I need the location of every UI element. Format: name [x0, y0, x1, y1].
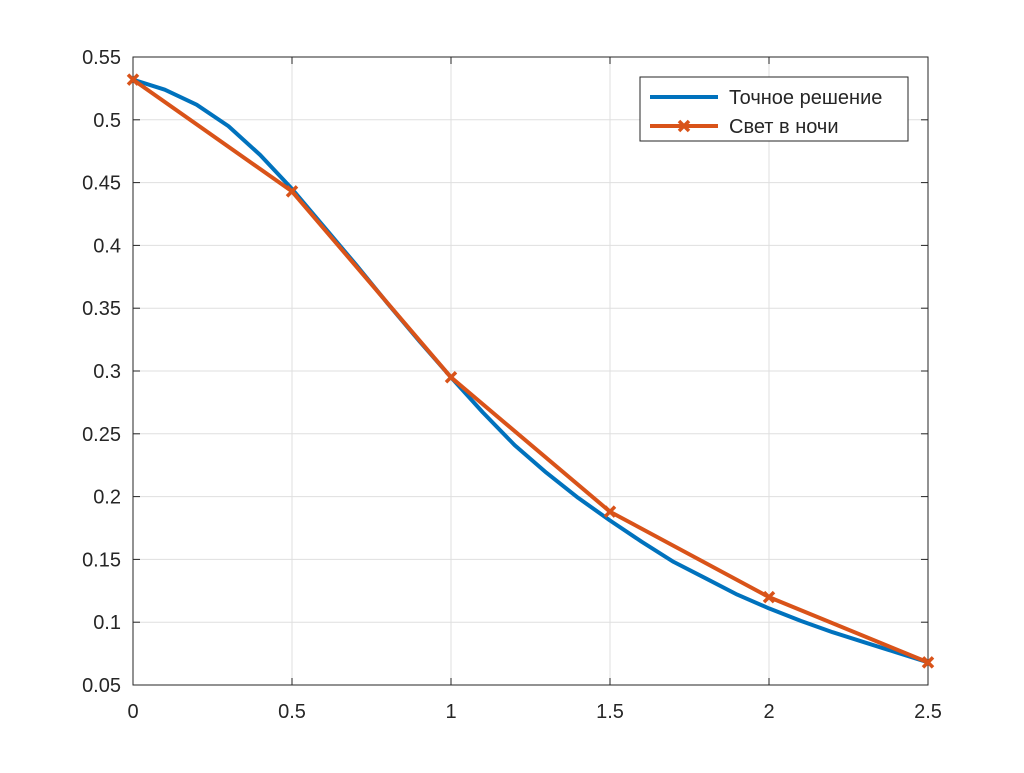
data-point-series-2 — [126, 73, 140, 86]
data-point-series-2 — [603, 505, 617, 518]
data-point-series-2 — [921, 656, 935, 669]
data-point-series-2 — [762, 590, 776, 604]
y-tick-label: 0.05 — [82, 675, 121, 697]
y-tick-label: 0.5 — [93, 110, 121, 132]
y-tick-label: 0.15 — [82, 549, 121, 571]
x-tick-labels: 0 0.5 1 1.5 2 2.5 — [127, 701, 941, 723]
grid — [133, 57, 928, 685]
legend-box — [639, 76, 909, 142]
y-tick-label: 0.25 — [82, 424, 121, 446]
series-line-1 — [131, 77, 930, 665]
legend: Точное решение Свет в ночи — [639, 76, 909, 142]
data-point-series-2 — [285, 185, 299, 198]
x-tick-label: 1 — [445, 701, 456, 723]
y-tick-label: 0.3 — [93, 361, 121, 383]
series-layer — [126, 73, 935, 669]
legend-marker-series-2 — [677, 119, 691, 133]
x-tick-label: 0.5 — [278, 701, 306, 723]
y-tick-label: 0.35 — [82, 298, 121, 320]
axis-ticks — [132, 56, 929, 686]
y-tick-label: 0.45 — [82, 173, 121, 195]
x-tick-label: 0 — [127, 701, 138, 723]
legend-label-series-2: Свет в ночи — [729, 116, 839, 138]
legend-label-series-1: Точное решение — [729, 87, 882, 109]
y-tick-label: 0.1 — [93, 612, 121, 634]
series-line-2 — [131, 77, 930, 665]
data-point-series-2 — [444, 371, 458, 384]
y-tick-labels: 0.05 0.1 0.15 0.2 0.25 0.3 0.35 0.4 0.45 0.5 0.55 — [82, 47, 121, 697]
y-tick-label: 0.4 — [93, 235, 121, 257]
x-tick-label: 2.5 — [914, 701, 942, 723]
y-tick-label: 0.2 — [93, 487, 121, 509]
x-tick-label: 1.5 — [596, 701, 624, 723]
x-tick-label: 2 — [763, 701, 774, 723]
y-tick-label: 0.55 — [82, 47, 121, 69]
